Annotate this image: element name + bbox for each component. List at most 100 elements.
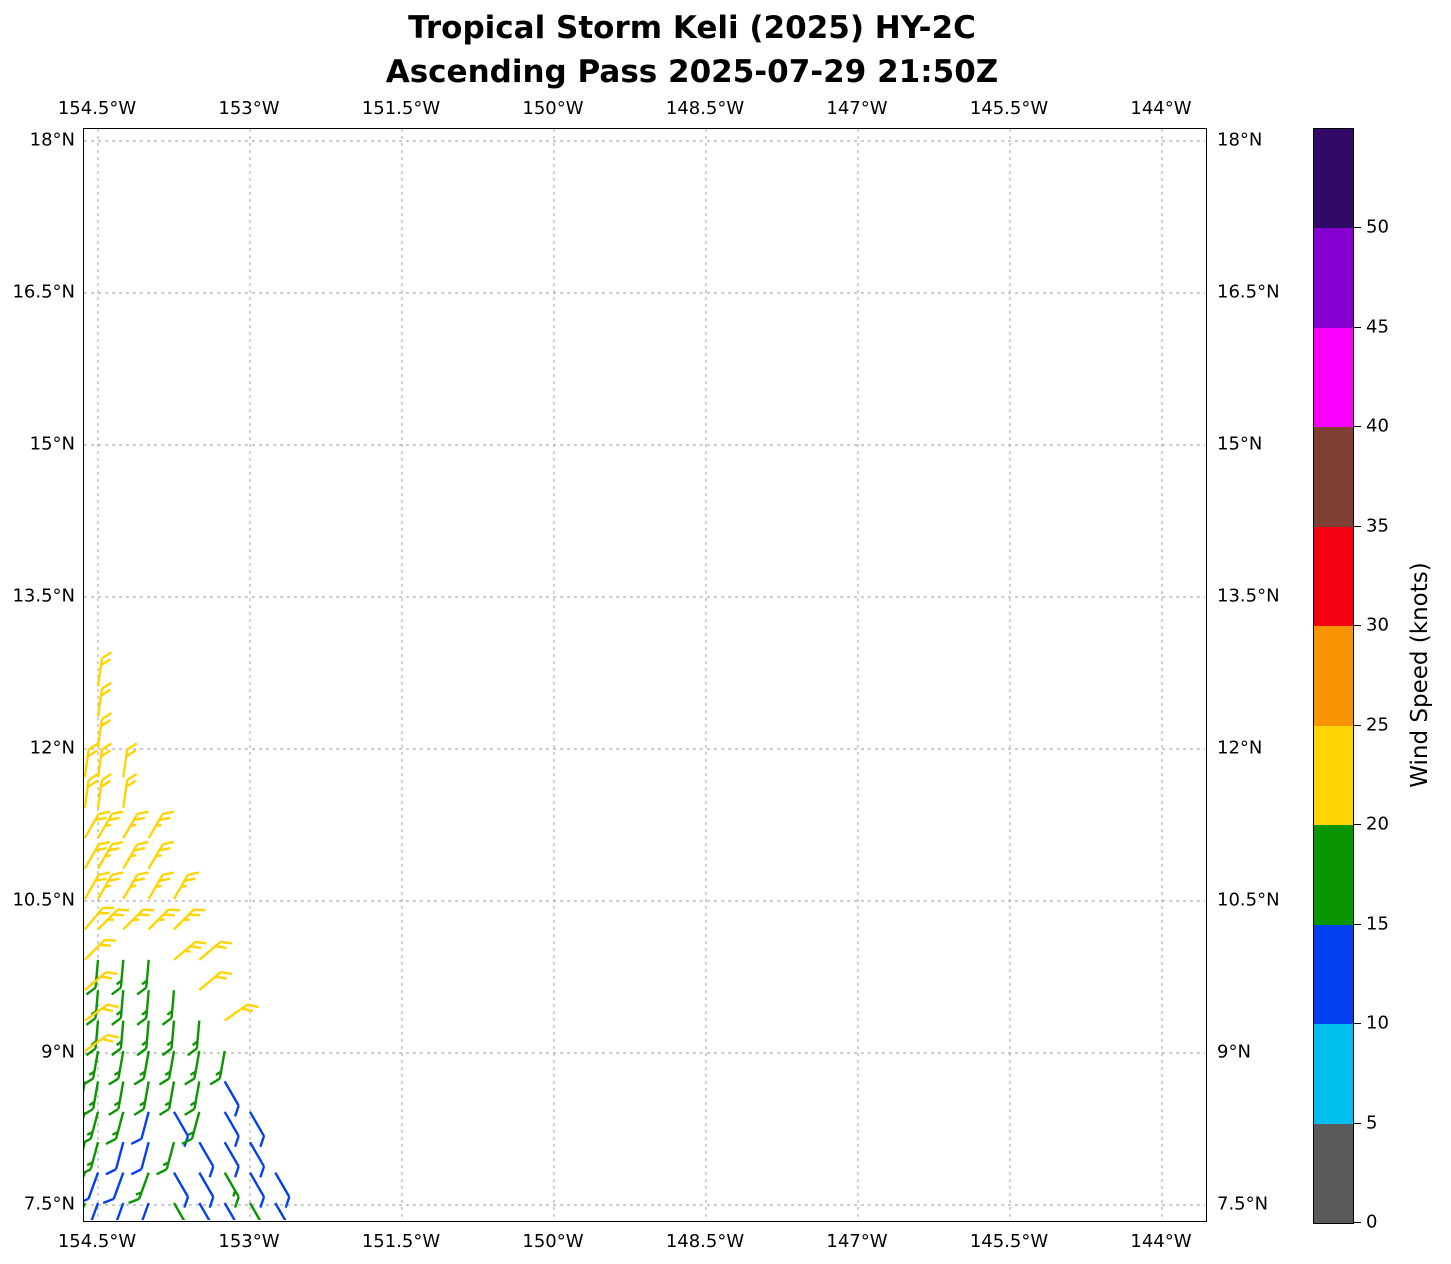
wind-barb: [184, 1081, 201, 1116]
wind-barb: [102, 1172, 125, 1205]
wind-barb: [84, 971, 118, 992]
x-tick-label-top: 153°W: [218, 98, 280, 119]
wind-barb: [248, 1171, 266, 1208]
colorbar-tick-label: 45: [1366, 316, 1389, 338]
wind-barb: [111, 959, 125, 996]
wind-barb: [223, 1080, 240, 1117]
wind-barb: [108, 1050, 125, 1086]
wind-barb: [84, 871, 111, 900]
wind-barb: [223, 1202, 240, 1220]
y-tick-label-right: 15°N: [1217, 433, 1263, 455]
colorbar-tickmark: [1353, 625, 1361, 627]
wind-barb: [96, 810, 124, 839]
wind-barb: [84, 938, 116, 961]
wind-barb: [84, 906, 115, 931]
wind-barb: [84, 1033, 120, 1052]
wind-barb: [122, 810, 149, 839]
wind-barb: [136, 990, 150, 1026]
colorbar-tickmark: [1353, 426, 1361, 428]
wind-barb: [84, 1202, 86, 1220]
y-tick-label-right: 7.5°N: [1217, 1193, 1269, 1215]
x-tick-label-bottom: 145.5°W: [969, 1231, 1049, 1252]
wind-barb: [248, 1111, 266, 1148]
wind-barb: [172, 1171, 190, 1208]
colorbar-tick-label: 35: [1366, 515, 1389, 537]
wind-barb: [84, 840, 111, 870]
title-line-1: Tropical Storm Keli (2025) HY-2C: [408, 10, 976, 46]
colorbar-tickmark: [1353, 724, 1361, 726]
wind-barb: [84, 810, 111, 839]
colorbar-segment: [1314, 1123, 1353, 1223]
wind-barb: [96, 712, 113, 748]
wind-barb: [274, 1171, 291, 1208]
x-tick-label-bottom: 147°W: [826, 1231, 888, 1252]
colorbar-segment: [1314, 327, 1353, 428]
wind-barb: [136, 959, 150, 996]
wind-barb: [85, 959, 100, 996]
wind-barb: [181, 1111, 201, 1145]
map-plot-area: [83, 128, 1207, 1222]
x-tick-label-bottom: 153°W: [218, 1231, 280, 1252]
colorbar-tickmark: [1353, 824, 1361, 826]
chart-title: Tropical Storm Keli (2025) HY-2C Ascendi…: [0, 6, 1384, 94]
wind-barb: [108, 1081, 125, 1116]
wind-barb: [85, 990, 100, 1026]
y-tick-label-left: 7.5°N: [23, 1193, 75, 1215]
colorbar-segment: [1314, 526, 1353, 627]
colorbar-tickmark: [1353, 1023, 1361, 1025]
wind-barb: [147, 871, 175, 900]
wind-barb: [158, 1050, 176, 1086]
colorbar-tick-label: 0: [1366, 1211, 1378, 1233]
colorbar-segment: [1314, 725, 1353, 826]
wind-barb: [184, 1050, 201, 1086]
x-tick-label-top: 144°W: [1130, 98, 1192, 119]
wind-barb: [122, 871, 149, 900]
colorbar-segment: [1314, 228, 1353, 328]
y-tick-label-right: 18°N: [1217, 129, 1263, 151]
y-tick-label-left: 18°N: [29, 129, 75, 151]
y-tick-label-right: 16.5°N: [1217, 281, 1280, 303]
wind-barb: [223, 1111, 240, 1148]
colorbar-tick-label: 15: [1366, 913, 1389, 935]
wind-barb: [173, 908, 206, 931]
wind-barb: [84, 1172, 100, 1205]
wind-barb: [198, 1202, 215, 1220]
wind-barb: [84, 1202, 100, 1220]
wind-barb: [223, 1141, 240, 1178]
wind-barb: [122, 840, 149, 870]
y-tick-label-left: 10.5°N: [12, 889, 75, 911]
y-tick-label-left: 13.5°N: [12, 585, 75, 607]
wind-barb: [128, 1202, 150, 1220]
colorbar-tick-label: 5: [1366, 1112, 1378, 1134]
wind-barb: [105, 1141, 125, 1176]
colorbar-tickmark: [1353, 326, 1361, 328]
wind-barb: [198, 1171, 215, 1208]
y-tick-label-left: 9°N: [41, 1041, 75, 1063]
wind-barb: [209, 1050, 226, 1086]
wind-barb: [198, 971, 233, 992]
x-tick-label-top: 151.5°W: [361, 98, 441, 119]
wind-barb: [97, 908, 130, 931]
x-tick-label-bottom: 154.5°W: [57, 1231, 137, 1252]
wind-barb: [84, 772, 99, 808]
wind-barb: [161, 990, 176, 1026]
wind-barb: [147, 908, 180, 931]
x-tick-label-bottom: 148.5°W: [665, 1231, 745, 1252]
wind-barb: [198, 940, 233, 961]
wind-barb: [84, 1050, 100, 1086]
wind-barb: [96, 651, 113, 687]
x-tick-label-bottom: 144°W: [1130, 1231, 1192, 1252]
wind-barb: [198, 1141, 215, 1178]
wind-barb: [223, 1171, 240, 1208]
wind-barb: [96, 772, 113, 808]
wind-barb: [84, 742, 99, 778]
y-tick-label-right: 12°N: [1217, 737, 1263, 759]
wind-barb: [156, 1141, 176, 1176]
colorbar-tick-label: 40: [1366, 415, 1389, 437]
wind-barb: [128, 1172, 150, 1205]
wind-barb: [96, 742, 113, 778]
wind-barb: [122, 908, 155, 931]
wind-barb: [172, 1202, 190, 1220]
wind-barb: [84, 1111, 100, 1145]
